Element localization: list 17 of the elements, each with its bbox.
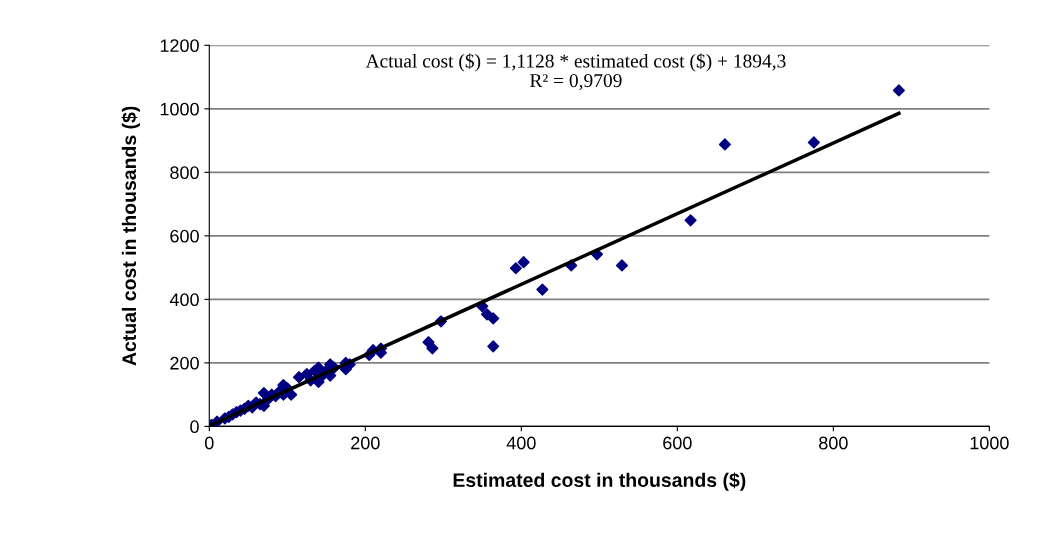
y-axis-title: Actual cost in thousands ($) [121, 106, 140, 366]
y-tick-label: 1200 [160, 39, 199, 53]
x-axis-title: Estimated cost in thousands ($) [453, 472, 746, 491]
y-tick-label: 200 [170, 356, 199, 370]
y-tick-label: 800 [170, 166, 199, 180]
x-tick-label: 800 [819, 436, 848, 450]
x-tick-label: 1000 [970, 436, 1009, 450]
y-tick-label: 400 [169, 293, 199, 307]
annotation: R² = 0,9709 [530, 74, 622, 90]
x-tick-label: 600 [663, 436, 692, 450]
x-tick-label: 200 [351, 436, 380, 450]
x-tick-label: 0 [204, 436, 214, 450]
x-tick-label: 400 [506, 436, 536, 450]
annotation: Actual cost ($) = 1,1128 * estimated cost ($) + 1894,3 [365, 53, 786, 72]
y-tick-label: 0 [190, 420, 199, 434]
y-tick-label: 1000 [160, 102, 199, 116]
y-tick-label: 600 [170, 229, 199, 243]
